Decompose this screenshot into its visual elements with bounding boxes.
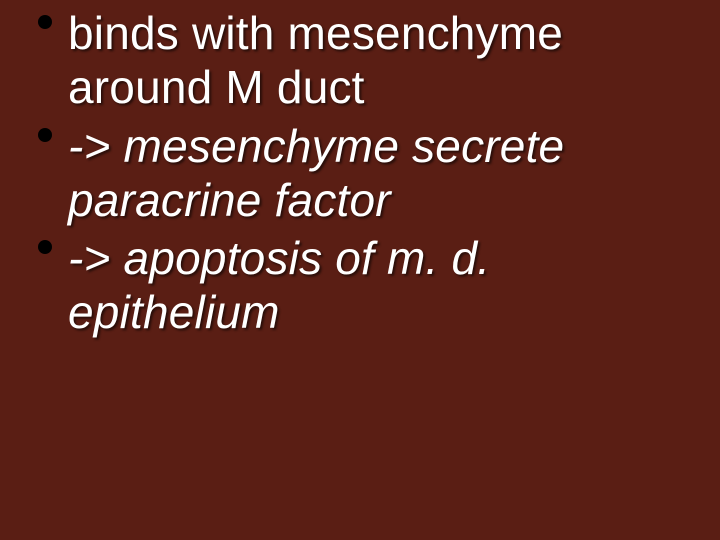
bullet-icon [38, 128, 52, 142]
bullet-icon [38, 240, 52, 254]
bullet-text: -> apoptosis of m. d. epithelium [68, 231, 696, 340]
bullet-icon [38, 15, 52, 29]
slide-content: binds with mesenchyme around M duct -> m… [0, 0, 720, 540]
list-item: -> apoptosis of m. d. epithelium [38, 231, 696, 340]
bullet-text: binds with mesenchyme around M duct [68, 6, 696, 115]
bullet-text: -> mesenchyme secrete paracrine factor [68, 119, 696, 228]
list-item: -> mesenchyme secrete paracrine factor [38, 119, 696, 228]
list-item: binds with mesenchyme around M duct [38, 6, 696, 115]
